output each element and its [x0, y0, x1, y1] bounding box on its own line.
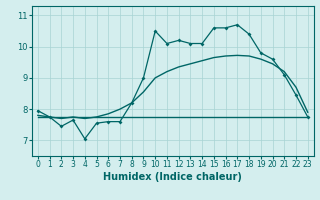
X-axis label: Humidex (Indice chaleur): Humidex (Indice chaleur) [103, 172, 242, 182]
